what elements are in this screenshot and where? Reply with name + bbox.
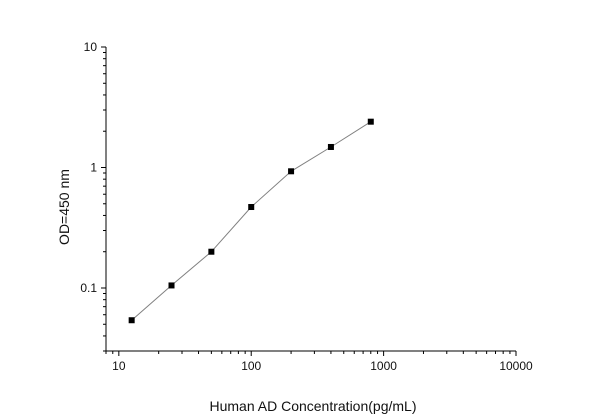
data-point bbox=[327, 143, 334, 150]
y-axis-title: OD=450 nm bbox=[56, 169, 72, 245]
data-point bbox=[248, 204, 255, 211]
data-point bbox=[128, 317, 135, 324]
axes bbox=[105, 47, 516, 352]
data-point bbox=[288, 168, 295, 175]
y-tick-label: 1 bbox=[90, 160, 97, 174]
x-tick-label: 10 bbox=[112, 359, 126, 373]
series-line-path bbox=[131, 121, 372, 321]
data-point bbox=[168, 282, 175, 289]
data-points bbox=[128, 118, 374, 324]
x-tick-label: 100 bbox=[241, 359, 261, 373]
x-tick-label: 10000 bbox=[499, 359, 533, 373]
y-tick-label: 0.1 bbox=[80, 281, 97, 295]
x-axis-title: Human AD Concentration(pg/mL) bbox=[210, 398, 417, 414]
data-point bbox=[367, 118, 374, 125]
data-point bbox=[208, 248, 215, 255]
ticks: 10 100 1000 10000 0.1 1 10 bbox=[80, 40, 533, 373]
y-tick-label: 10 bbox=[84, 40, 98, 54]
x-tick-label: 1000 bbox=[370, 359, 397, 373]
series-line bbox=[131, 121, 372, 321]
